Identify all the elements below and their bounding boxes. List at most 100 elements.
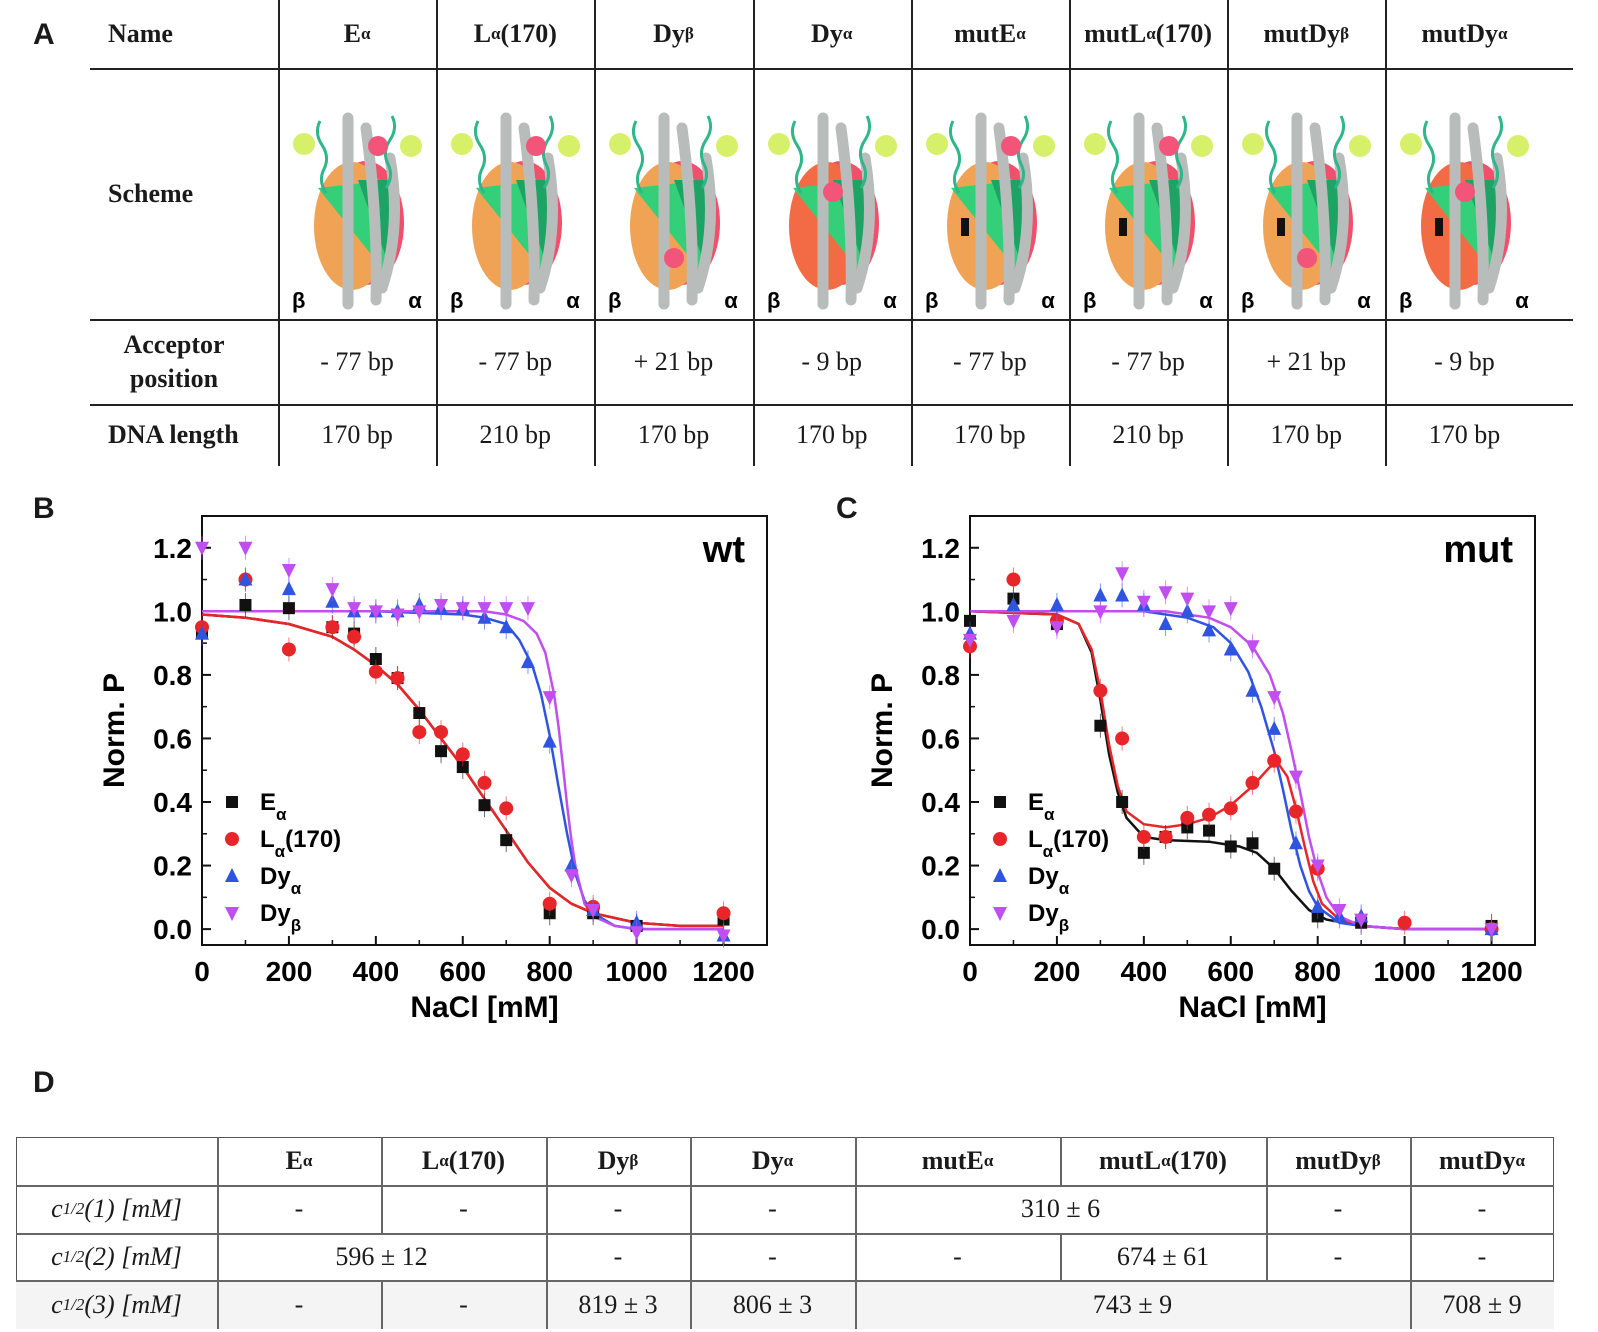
data-point	[1202, 605, 1217, 620]
legend-label: Dyβ	[260, 900, 301, 935]
x-tick-label: 400	[352, 956, 399, 987]
data-point	[1093, 587, 1108, 602]
data-point	[500, 834, 513, 847]
x-tick-label: 1200	[1460, 956, 1522, 987]
column-divider	[855, 1233, 857, 1280]
donor-dye	[609, 133, 632, 155]
data-point	[478, 799, 491, 812]
data-point	[325, 583, 340, 598]
column-divider	[1410, 1137, 1412, 1185]
x-tick-label: 1000	[605, 956, 667, 987]
y-tick-label: 0.0	[153, 914, 192, 945]
column-header: Dy β	[597, 1146, 639, 1175]
column-divider	[594, 0, 597, 466]
legend-marker	[225, 832, 239, 846]
donor-dye	[558, 135, 581, 157]
data-point	[435, 745, 448, 758]
x-tick-label: 0	[194, 956, 210, 987]
y-tick-label: 0.6	[921, 723, 960, 754]
dna-length: 170 bp	[954, 420, 1026, 449]
legend-label: Lα(170)	[260, 826, 341, 861]
data-point	[281, 642, 296, 657]
column-divider	[1410, 1280, 1412, 1329]
x-tick-label: 1000	[1373, 956, 1435, 987]
histone-tail	[315, 120, 329, 194]
acceptor-position: - 9 bp	[1434, 346, 1495, 376]
data-point	[1116, 796, 1129, 808]
mutation-mark	[1435, 218, 1444, 236]
column-divider	[546, 1280, 548, 1329]
data-point	[477, 602, 492, 617]
subunit-label: α	[883, 288, 897, 313]
column-divider	[278, 0, 280, 466]
column-divider	[436, 0, 439, 466]
data-point	[499, 619, 514, 634]
table-cell: -	[459, 1289, 468, 1319]
y-tick-label: 0.4	[921, 787, 960, 818]
mutation-mark	[1277, 218, 1286, 236]
table-cell: -	[953, 1241, 962, 1271]
data-point	[520, 654, 535, 669]
y-tick-label: 0.8	[153, 660, 192, 691]
data-point	[1268, 862, 1281, 875]
data-point	[281, 581, 296, 596]
acceptor-position: - 77 bp	[320, 346, 394, 376]
column-divider	[1060, 1137, 1062, 1185]
column-divider	[546, 1137, 548, 1185]
data-point	[499, 801, 514, 816]
data-point	[239, 598, 252, 611]
data-point	[1006, 614, 1021, 629]
subunit-label: α	[1516, 288, 1530, 313]
column-divider	[546, 1185, 548, 1233]
legend-label: Eα	[1028, 789, 1055, 824]
data-point	[499, 602, 514, 617]
legend-label: Dyα	[260, 863, 302, 898]
y-tick-label: 0.2	[153, 851, 192, 882]
row-shade	[16, 1280, 1554, 1329]
data-point	[1484, 923, 1499, 938]
data-point	[1115, 567, 1130, 582]
data-point	[455, 747, 470, 762]
row-label-scheme: Scheme	[108, 178, 194, 208]
data-point	[1354, 913, 1369, 928]
x-tick-label: 800	[1294, 956, 1341, 987]
data-point	[963, 633, 977, 648]
legend-marker	[993, 868, 1007, 882]
legend-label: Eα	[260, 789, 287, 824]
subunit-label: α	[725, 288, 739, 313]
subunit-label: α	[408, 288, 422, 313]
donor-dye	[1191, 135, 1213, 157]
donor-dye	[1349, 135, 1372, 157]
data-point	[1245, 682, 1260, 697]
table-rule	[16, 1280, 1554, 1282]
acceptor-position: - 77 bp	[1111, 346, 1185, 376]
donor-dye	[451, 133, 474, 155]
data-point	[964, 614, 976, 627]
column-header: mutDy β	[1295, 1146, 1381, 1175]
x-tick-label: 0	[962, 956, 978, 987]
table-cell: 674 ± 61	[1116, 1241, 1210, 1271]
column-divider	[381, 1280, 383, 1329]
table-rule	[90, 68, 1573, 70]
data-point	[1049, 596, 1064, 611]
dna-strand	[1167, 152, 1191, 294]
dna-strand	[692, 152, 717, 294]
column-divider	[855, 1185, 857, 1233]
data-point	[1115, 731, 1130, 746]
table-cell: 806 ± 3	[732, 1289, 813, 1319]
data-point	[238, 541, 253, 556]
subunit-label: α	[1357, 288, 1371, 313]
acceptor-position: - 77 bp	[478, 346, 553, 376]
y-tick-label: 0.0	[921, 914, 960, 945]
data-point	[347, 629, 362, 644]
subunit-label: β	[1399, 288, 1412, 313]
data-point	[1288, 770, 1303, 785]
acceptor-dye	[1455, 182, 1476, 202]
legend-marker	[226, 796, 238, 808]
table-cell: -	[613, 1241, 623, 1271]
subunit-label: α	[1199, 288, 1213, 313]
